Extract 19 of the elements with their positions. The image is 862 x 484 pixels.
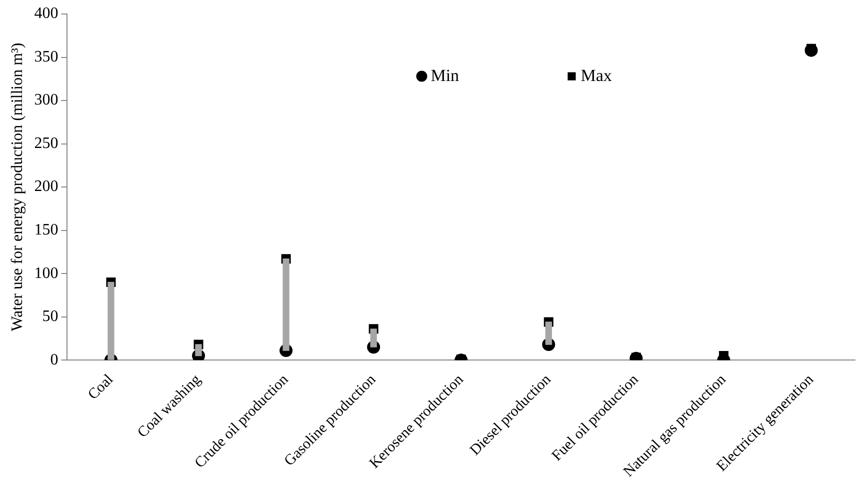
bar xyxy=(282,258,290,351)
bar xyxy=(370,328,377,348)
y-tick-label: 50 xyxy=(42,308,58,326)
legend-label: Max xyxy=(580,66,612,85)
bar xyxy=(195,344,202,356)
y-tick-label: 150 xyxy=(34,222,58,238)
bar xyxy=(108,282,114,360)
legend-label: Min xyxy=(430,66,460,85)
x-tick-label: Coal xyxy=(85,372,117,404)
bar xyxy=(545,322,552,345)
y-tick-label: 250 xyxy=(34,134,58,152)
point xyxy=(804,44,818,57)
y-tick-label: 100 xyxy=(34,264,58,282)
y-axis-title: Water use for energy production (million m³) xyxy=(8,42,26,332)
y-tick-label: 300 xyxy=(34,92,58,109)
y-tick-label: 0 xyxy=(50,351,58,368)
y-tick-label: 350 xyxy=(34,48,58,66)
y-tick-label: 200 xyxy=(34,178,58,196)
y-tick-label: 400 xyxy=(34,5,58,22)
